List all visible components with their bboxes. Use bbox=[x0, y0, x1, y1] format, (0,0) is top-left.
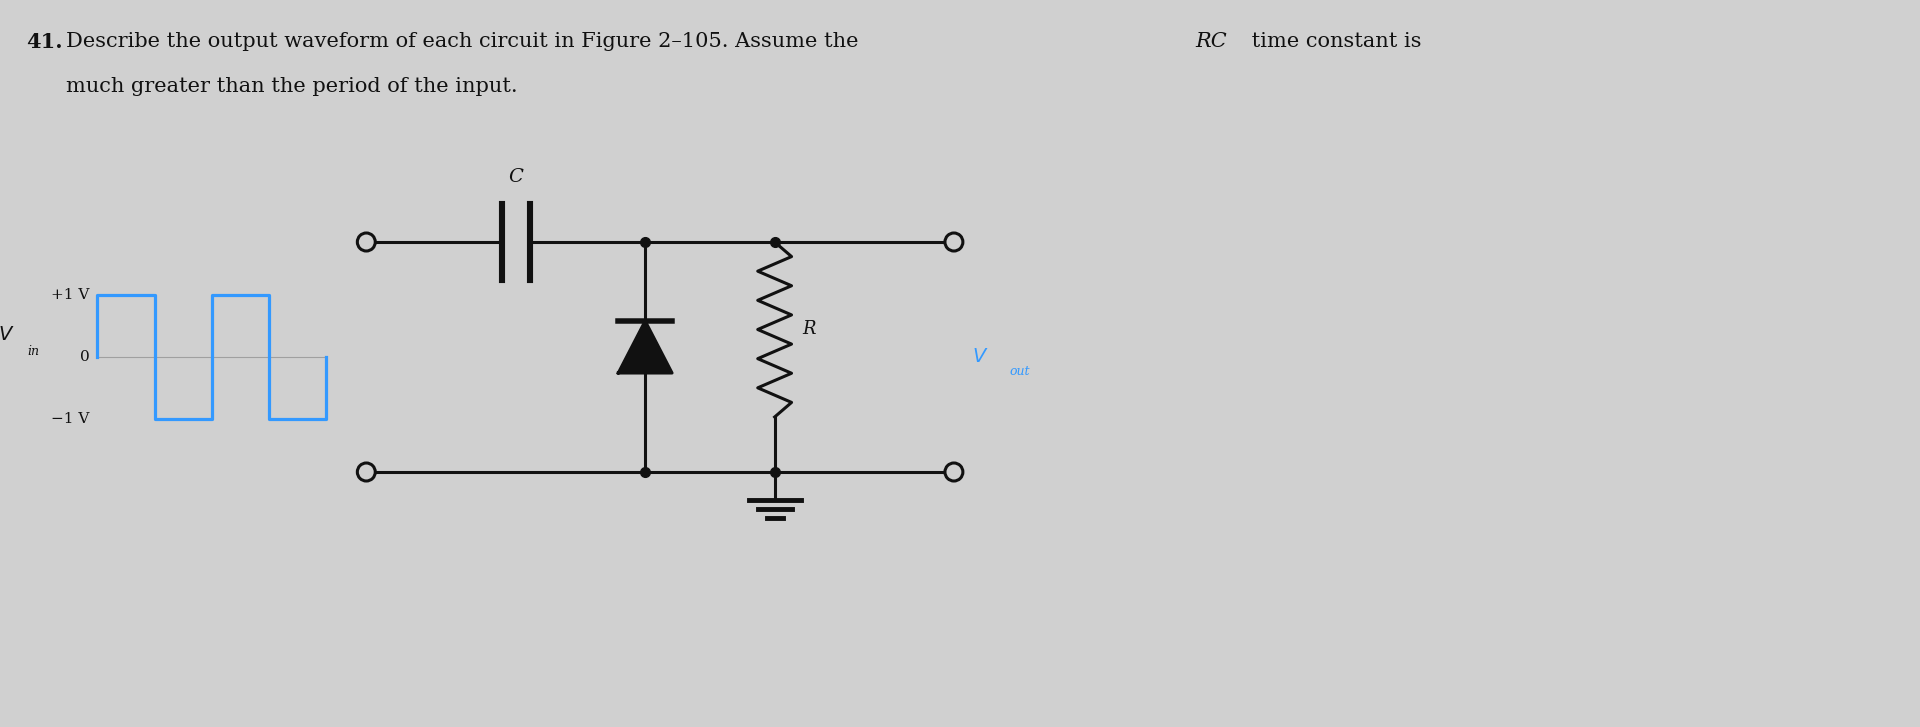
Circle shape bbox=[945, 463, 962, 481]
Text: Describe the output waveform of each circuit in Figure 2–105. Assume the: Describe the output waveform of each cir… bbox=[65, 32, 864, 51]
Circle shape bbox=[357, 233, 374, 251]
Text: C: C bbox=[509, 168, 522, 186]
Text: $V$: $V$ bbox=[0, 326, 13, 344]
Text: −1 V: −1 V bbox=[52, 412, 90, 426]
Text: +1 V: +1 V bbox=[52, 288, 90, 302]
Circle shape bbox=[945, 233, 962, 251]
Circle shape bbox=[357, 463, 374, 481]
Polygon shape bbox=[618, 321, 672, 373]
Text: 41.: 41. bbox=[25, 32, 61, 52]
Text: RC: RC bbox=[1194, 32, 1227, 51]
Text: $V$: $V$ bbox=[972, 348, 989, 366]
Text: time constant is: time constant is bbox=[1244, 32, 1421, 51]
Text: 0: 0 bbox=[79, 350, 90, 364]
Text: R: R bbox=[803, 321, 816, 339]
Text: much greater than the period of the input.: much greater than the period of the inpu… bbox=[65, 77, 516, 96]
Text: in: in bbox=[27, 345, 40, 358]
Text: out: out bbox=[1010, 366, 1031, 379]
